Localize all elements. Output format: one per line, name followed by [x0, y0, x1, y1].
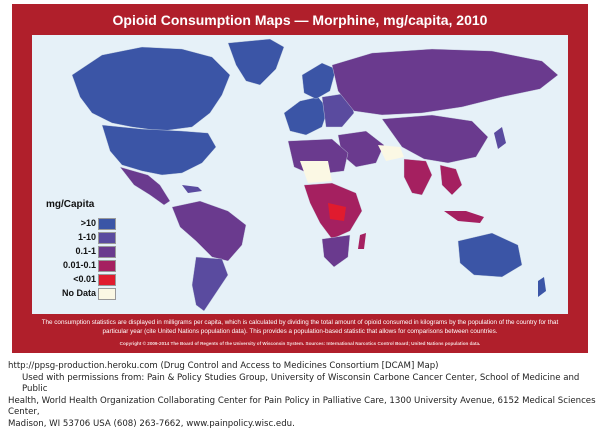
legend-swatch: [98, 288, 116, 300]
legend-item: <0.01: [42, 273, 126, 286]
legend-swatch: [98, 232, 116, 244]
map-title: Opioid Consumption Maps — Morphine, mg/c…: [12, 12, 588, 28]
region-europe-west: [284, 97, 328, 135]
source-permission-line: Used with permissions from: Pain & Polic…: [8, 373, 596, 396]
region-south-america-north: [172, 201, 246, 261]
region-australia: [458, 233, 522, 277]
legend-swatch: [98, 274, 116, 286]
region-scandinavia: [302, 63, 336, 99]
source-permission-line-2: Health, World Health Organization Collab…: [8, 396, 596, 419]
legend-swatch: [98, 218, 116, 230]
legend-label: 0.01-0.1: [63, 259, 96, 271]
region-canada: [72, 47, 230, 131]
region-russia: [332, 49, 558, 115]
world-map: mg/Capita >10 1-10 0.1-1 0.01-0.1 <0.01: [32, 35, 568, 314]
legend-item: 0.1-1: [42, 245, 126, 258]
legend-item: No Data: [42, 287, 126, 300]
region-madagascar: [358, 233, 366, 249]
region-greenland: [228, 39, 284, 85]
legend-swatch: [98, 260, 116, 272]
region-indonesia: [444, 211, 484, 223]
source-url-line: http://ppsg-production.heroku.com (Drug …: [8, 361, 596, 373]
legend-label: No Data: [62, 287, 96, 299]
legend-label: 0.1-1: [75, 245, 96, 257]
source-citation: http://ppsg-production.heroku.com (Drug …: [8, 361, 596, 430]
region-india: [404, 159, 432, 195]
region-south-america-south: [192, 257, 228, 311]
region-southeast-asia: [440, 165, 462, 195]
legend-title: mg/Capita: [46, 199, 126, 210]
region-new-zealand: [538, 277, 546, 297]
map-copyright: Copyright © 2009-2014 The Board of Regen…: [32, 341, 568, 346]
source-permission-line-3: Madison, WI 53706 USA (608) 263-7662, ww…: [8, 419, 596, 430]
legend-label: <0.01: [73, 273, 96, 285]
region-southern-africa: [322, 235, 350, 267]
map-legend: mg/Capita >10 1-10 0.1-1 0.01-0.1 <0.01: [42, 199, 126, 301]
legend-item: 1-10: [42, 231, 126, 244]
map-footnote: The consumption statistics are displayed…: [32, 318, 568, 336]
region-caribbean: [182, 185, 202, 193]
legend-label: 1-10: [78, 231, 96, 243]
legend-label: >10: [81, 217, 96, 229]
map-frame: Opioid Consumption Maps — Morphine, mg/c…: [12, 4, 588, 353]
legend-item: >10: [42, 217, 126, 230]
legend-swatch: [98, 246, 116, 258]
legend-item: 0.01-0.1: [42, 259, 126, 272]
region-sahara-no-data: [300, 161, 332, 183]
region-japan: [494, 127, 506, 149]
region-usa: [102, 125, 216, 175]
region-central-asia-no-data: [378, 145, 404, 161]
